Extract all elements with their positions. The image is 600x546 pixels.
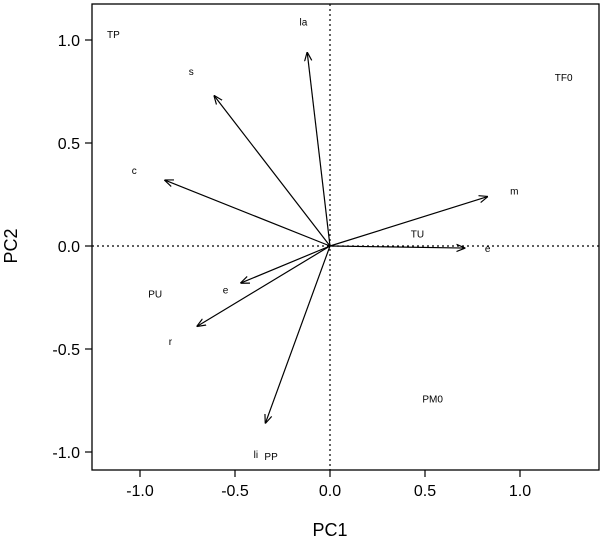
x-tick-label: -0.5 — [221, 483, 249, 500]
loading-arrow-r — [197, 245, 331, 326]
observation-label-TF0: TF0 — [555, 73, 573, 84]
loading-arrow-li — [265, 245, 331, 423]
loading-label-li: li — [254, 450, 258, 461]
loading-label-c: c — [132, 166, 137, 177]
loading-label-e: e — [485, 244, 491, 255]
loading-arrow-e — [241, 245, 331, 283]
observation-label-TP: TP — [107, 30, 120, 41]
loading-arrow-m — [329, 197, 488, 247]
y-tick-label: 0.5 — [58, 136, 80, 153]
y-tick-label: 0.0 — [58, 239, 80, 256]
loading-label-la: la — [300, 17, 308, 28]
loading-label-s: s — [189, 67, 194, 78]
x-tick-label: 0.0 — [319, 483, 341, 500]
x-tick-label: -1.0 — [126, 483, 154, 500]
reference-lines — [92, 4, 599, 470]
loading-arrow-la — [307, 52, 331, 247]
y-tick-label: 1.0 — [58, 33, 80, 50]
x-tick-label: 1.0 — [509, 483, 531, 500]
x-tick-label: 0.5 — [414, 483, 436, 500]
loading-vectors: la s c m e e r li — [132, 17, 519, 461]
loading-label-m: m — [510, 186, 518, 197]
y-axis: -1.0 -0.5 0.0 0.5 1.0 — [52, 33, 92, 462]
x-axis-title: PC1 — [312, 520, 347, 540]
x-axis: -1.0 -0.5 0.0 0.5 1.0 — [126, 470, 531, 500]
observation-label-PM0: PM0 — [422, 394, 443, 405]
y-axis-title: PC2 — [1, 228, 21, 263]
loading-label-r: r — [169, 337, 173, 348]
observation-label-TU: TU — [411, 230, 424, 241]
plot-frame — [91, 3, 600, 471]
observation-labels: TP TF0 TU PU PM0 PP — [107, 30, 573, 463]
y-tick-label: -1.0 — [52, 445, 80, 462]
loading-arrow-s — [214, 96, 331, 247]
observation-label-PP: PP — [264, 452, 278, 463]
observation-label-PU: PU — [148, 289, 162, 300]
loading-arrow-c — [165, 180, 331, 247]
y-tick-label: -0.5 — [52, 342, 80, 359]
loading-arrow-e — [329, 246, 465, 248]
loading-label-e: e — [223, 285, 229, 296]
